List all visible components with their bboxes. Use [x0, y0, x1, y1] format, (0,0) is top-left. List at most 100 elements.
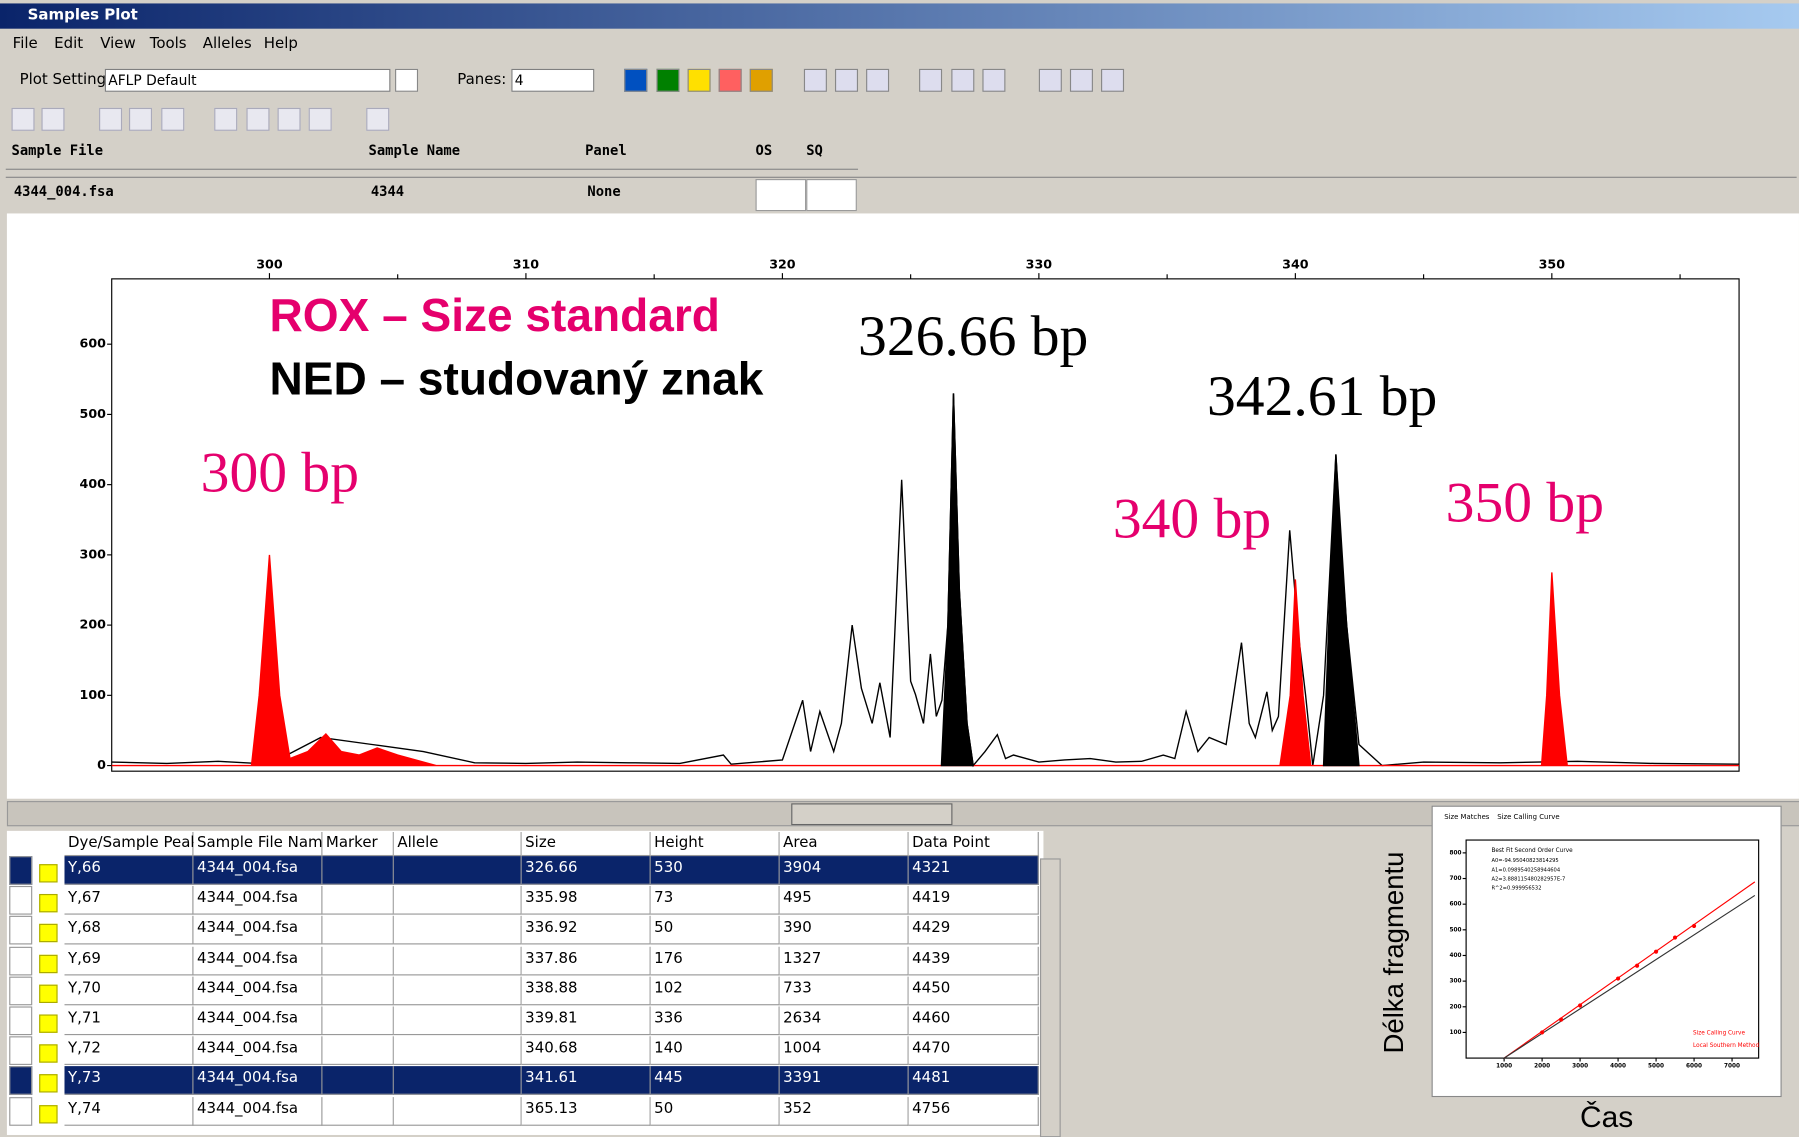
cell[interactable]: 326.66 [521, 856, 651, 885]
cell[interactable] [322, 1036, 394, 1066]
menu-item[interactable]: View [100, 35, 136, 53]
cell[interactable] [393, 976, 522, 1006]
cell[interactable]: 733 [779, 976, 909, 1006]
plot-setting-select[interactable]: AFLP Default [104, 68, 391, 92]
toolbar-icon[interactable] [1069, 68, 1093, 92]
toolbar-icon[interactable] [1038, 68, 1062, 92]
toolbar-icon[interactable] [834, 68, 859, 92]
cell[interactable]: 3391 [779, 1066, 909, 1096]
row-marker[interactable] [9, 886, 33, 915]
row-marker[interactable] [9, 946, 33, 975]
cell[interactable]: 336.92 [521, 916, 651, 945]
toolbar-icon[interactable] [1101, 68, 1125, 92]
cell[interactable]: 445 [650, 1066, 780, 1096]
cell[interactable]: 4344_004.fsa [193, 856, 323, 885]
cell[interactable]: Y,66 [64, 856, 194, 885]
cell[interactable]: 4481 [908, 1066, 1039, 1096]
cell[interactable]: 1004 [779, 1036, 909, 1066]
cell[interactable]: Y,72 [64, 1036, 194, 1066]
cell[interactable]: 4344_004.fsa [193, 1036, 323, 1066]
cell[interactable]: 50 [650, 916, 780, 945]
toolbar-icon[interactable] [803, 68, 827, 92]
cell[interactable]: Y,67 [64, 886, 194, 915]
cell[interactable]: 530 [650, 856, 780, 885]
toolbar-icon[interactable] [687, 68, 711, 92]
panes-select[interactable]: 4 [511, 68, 595, 92]
cell[interactable]: 50 [650, 1096, 780, 1126]
cell[interactable]: 390 [779, 916, 909, 945]
cell[interactable]: Y,71 [64, 1006, 194, 1036]
row-marker[interactable] [9, 1066, 33, 1096]
cell[interactable] [322, 976, 394, 1006]
cell[interactable]: 4460 [908, 1006, 1039, 1036]
scrollbar-vertical[interactable] [1039, 858, 1061, 1137]
cell[interactable]: 4756 [908, 1096, 1039, 1126]
menu-item[interactable]: Edit [54, 35, 84, 53]
cell[interactable]: Y,73 [64, 1066, 194, 1096]
cell[interactable] [393, 946, 522, 975]
cell[interactable] [322, 1096, 394, 1126]
row-marker[interactable] [9, 916, 33, 945]
toolbar-icon[interactable] [161, 107, 185, 131]
cell[interactable]: 4344_004.fsa [193, 946, 323, 975]
cell[interactable]: 4344_004.fsa [193, 1066, 323, 1096]
cell[interactable]: Y,68 [64, 916, 194, 945]
row-marker[interactable] [9, 1096, 33, 1126]
toolbar-icon[interactable] [308, 107, 332, 131]
cell[interactable] [393, 1096, 522, 1126]
cell[interactable]: 4450 [908, 976, 1039, 1006]
toolbar-icon[interactable] [128, 107, 153, 131]
cell[interactable] [393, 1066, 522, 1096]
menu-item[interactable]: Help [263, 35, 298, 53]
cell[interactable]: 4419 [908, 886, 1039, 915]
cell[interactable]: 340.68 [521, 1036, 651, 1066]
toolbar-icon[interactable] [749, 68, 773, 92]
toolbar-icon[interactable] [866, 68, 890, 92]
menu-item[interactable]: Tools [149, 35, 187, 53]
menu-item[interactable]: Alleles [202, 35, 252, 53]
cell[interactable] [322, 1066, 394, 1096]
toolbar-icon[interactable] [41, 107, 65, 131]
cell[interactable]: 4321 [908, 856, 1039, 885]
cell[interactable]: 2634 [779, 1006, 909, 1036]
row-marker[interactable] [9, 1006, 33, 1036]
toolbar-icon[interactable] [277, 107, 301, 131]
cell[interactable]: 365.13 [521, 1096, 651, 1126]
cell[interactable]: 4344_004.fsa [193, 1096, 323, 1126]
cell[interactable]: Y,74 [64, 1096, 194, 1126]
toolbar-icon[interactable] [395, 68, 419, 92]
cell[interactable]: 102 [650, 976, 780, 1006]
row-marker[interactable] [9, 1036, 33, 1066]
cell[interactable]: 1327 [779, 946, 909, 975]
toolbar-icon[interactable] [656, 68, 680, 92]
cell[interactable]: 4344_004.fsa [193, 976, 323, 1006]
cell[interactable] [393, 1006, 522, 1036]
cell[interactable]: 352 [779, 1096, 909, 1126]
row-marker[interactable] [9, 856, 33, 885]
cell[interactable]: Y,69 [64, 946, 194, 975]
cell[interactable]: 73 [650, 886, 780, 915]
cell[interactable] [322, 1006, 394, 1036]
cell[interactable]: 4344_004.fsa [193, 1006, 323, 1036]
toolbar-icon[interactable] [214, 107, 238, 131]
toolbar-icon[interactable] [99, 107, 123, 131]
toolbar-icon[interactable] [919, 68, 943, 92]
cell[interactable] [393, 1036, 522, 1066]
menu-item[interactable]: File [12, 35, 38, 53]
cell[interactable]: 335.98 [521, 886, 651, 915]
cell[interactable]: 140 [650, 1036, 780, 1066]
cell[interactable] [322, 856, 394, 885]
toolbar-icon[interactable] [951, 68, 975, 92]
cell[interactable]: 4439 [908, 946, 1039, 975]
cell[interactable] [393, 856, 522, 885]
cell[interactable] [322, 946, 394, 975]
cell[interactable] [322, 916, 394, 945]
cell[interactable] [322, 886, 394, 915]
cell[interactable]: 176 [650, 946, 780, 975]
toolbar-icon[interactable] [366, 107, 390, 131]
cell[interactable]: 3904 [779, 856, 909, 885]
toolbar-icon[interactable] [982, 68, 1006, 92]
cell[interactable]: 4344_004.fsa [193, 916, 323, 945]
cell[interactable]: 336 [650, 1006, 780, 1036]
row-marker[interactable] [9, 976, 33, 1006]
